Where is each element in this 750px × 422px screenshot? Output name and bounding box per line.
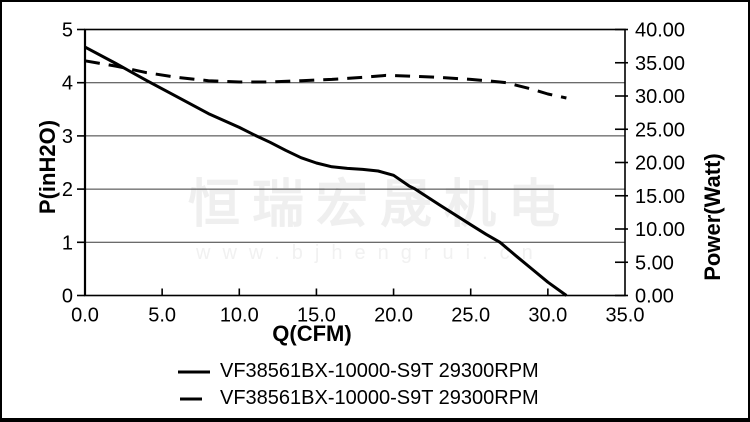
y-left-tick-label: 5 xyxy=(62,20,73,42)
legend-item-pressure-curve: VF38561BX-10000-S9T 29300RPM xyxy=(177,359,539,384)
y-axis-label-right: Power(Watt) xyxy=(700,153,725,281)
y-axis-label-left: P(inH2O) xyxy=(35,119,60,215)
x-axis-label: Q(CFM) xyxy=(272,321,352,346)
legend-label-power: VF38561BX-10000-S9T 29300RPM xyxy=(220,387,539,409)
watermark-company-text: 恒瑞宏晟机电 xyxy=(188,175,573,235)
y-right-tick-label: 15.00 xyxy=(635,186,685,208)
x-tick-label: 35.0 xyxy=(606,305,645,327)
y-right-tick-label: 5.00 xyxy=(635,252,674,274)
power-curve xyxy=(84,59,567,100)
y-right-tick-label: 20.00 xyxy=(635,153,685,175)
y-right-tick-label: 35.00 xyxy=(635,53,685,75)
y-left-tick-label: 0 xyxy=(62,286,73,308)
y-left-tick-label: 2 xyxy=(62,179,73,201)
y-left-tick-label: 4 xyxy=(62,73,73,95)
y-right-tick-label: 30.00 xyxy=(635,86,685,108)
solid-line-sample-icon xyxy=(178,370,210,374)
y-left-tick-label: 1 xyxy=(62,232,73,254)
watermark-website-text: www.bjhengrui.cn xyxy=(196,242,545,264)
y-right-tick-label: 40.00 xyxy=(635,20,685,42)
chart-legend: VF38561BX-10000-S9T 29300RPM VF38561BX-1… xyxy=(177,359,539,411)
dashed-line-sample-icon xyxy=(180,397,202,401)
x-tick-label: 15.0 xyxy=(297,305,336,327)
x-tick-label: 30.0 xyxy=(528,305,567,327)
plot-border xyxy=(84,28,626,297)
x-tick-label: 25.0 xyxy=(451,305,490,327)
y-right-tick-label: 10.00 xyxy=(635,219,685,241)
legend-label-pressure: VF38561BX-10000-S9T 29300RPM xyxy=(220,360,539,382)
x-tick-label: 10.0 xyxy=(220,305,259,327)
y-right-tick-label: 25.00 xyxy=(635,119,685,141)
legend-item-power-curve: VF38561BX-10000-S9T 29300RPM xyxy=(177,386,539,411)
y-left-tick-label: 3 xyxy=(62,126,73,148)
y-right-tick-label: 0.00 xyxy=(635,286,674,308)
pressure-curve xyxy=(84,45,568,297)
x-tick-label: 5.0 xyxy=(148,305,176,327)
x-tick-label: 20.0 xyxy=(374,305,413,327)
x-tick-label: 0.0 xyxy=(71,305,99,327)
